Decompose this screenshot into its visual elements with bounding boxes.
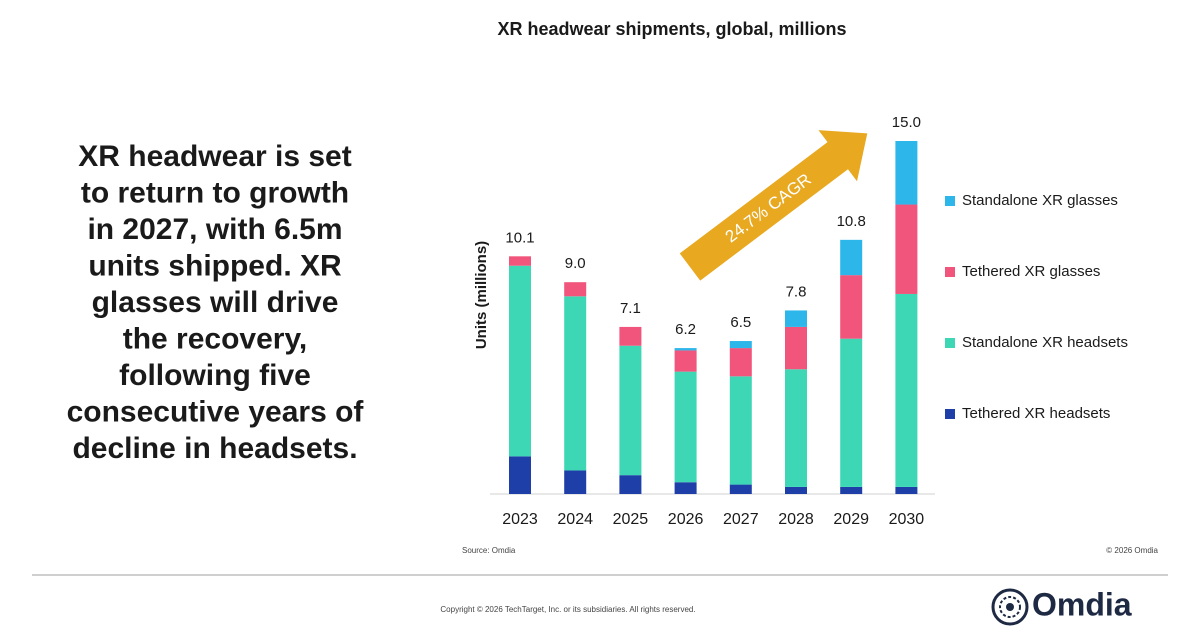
headline-line: the recovery, <box>123 322 308 355</box>
headline-line: to return to growth <box>81 176 349 209</box>
headline-line: in 2027, with 6.5m <box>87 213 342 246</box>
bar-segment <box>785 369 807 487</box>
headline-line: following five <box>119 359 311 392</box>
bar-segment <box>840 275 863 339</box>
total-label: 7.1 <box>620 300 641 317</box>
x-tick-label: 2030 <box>889 511 925 528</box>
total-label: 9.0 <box>565 255 586 272</box>
bar-segment <box>895 486 918 494</box>
bar-segment <box>564 296 587 471</box>
bar-segment <box>840 239 863 276</box>
bar-segment <box>895 293 918 487</box>
bar-segment <box>509 256 531 266</box>
total-label: 6.5 <box>730 314 751 331</box>
bar-segment <box>509 456 531 494</box>
x-tick-label: 2027 <box>723 511 759 528</box>
bar-segment <box>785 326 807 370</box>
copyright: Copyright © 2026 TechTarget, Inc. or its… <box>440 605 695 614</box>
headline-line: XR headwear is set <box>78 140 351 173</box>
x-tick-label: 2024 <box>557 511 593 528</box>
legend-swatch <box>945 196 955 206</box>
brand: Omdia <box>1032 586 1132 622</box>
headline-line: units shipped. XR <box>88 249 342 282</box>
legend-label: Standalone XR glasses <box>962 192 1118 209</box>
bar-segment <box>729 484 752 494</box>
legend-swatch <box>945 267 955 277</box>
total-label: 6.2 <box>675 321 696 338</box>
legend-label: Tethered XR glasses <box>962 263 1100 280</box>
x-tick-label: 2029 <box>833 511 869 528</box>
bar-segment <box>674 350 697 372</box>
bar-segment <box>564 470 587 494</box>
bar-segment <box>674 348 697 351</box>
bar-segment <box>619 475 642 494</box>
logo-icon <box>991 588 1029 626</box>
headline-line: consecutive years of <box>67 395 365 428</box>
bar-segment <box>619 326 642 346</box>
bar-segment <box>785 310 807 327</box>
bar-segment <box>895 204 918 294</box>
source: Source: Omdia <box>462 546 516 555</box>
x-tick-label: 2025 <box>613 511 649 528</box>
chart-title: XR headwear shipments, global, millions <box>497 19 846 39</box>
headline-line: decline in headsets. <box>72 432 357 465</box>
bar-segment <box>619 345 642 476</box>
bar-segment <box>840 338 863 487</box>
total-label: 10.8 <box>837 213 866 230</box>
x-tick-label: 2028 <box>778 511 814 528</box>
y-axis-label: Units (millions) <box>473 241 490 349</box>
bar-segment <box>785 486 807 494</box>
total-label: 15.0 <box>892 114 921 131</box>
arrow-shape <box>679 130 868 281</box>
copyright-note: © 2026 Omdia <box>1106 546 1158 555</box>
bar-segment <box>729 341 752 349</box>
total-label: 10.1 <box>505 229 534 246</box>
headline-line: glasses will drive <box>92 286 339 319</box>
bar-segment <box>729 348 752 377</box>
legend-label: Tethered XR headsets <box>962 405 1110 422</box>
x-tick-label: 2026 <box>668 511 704 528</box>
bar-segment <box>674 482 697 494</box>
bar-segment <box>509 265 531 457</box>
total-label: 7.8 <box>786 283 807 300</box>
bar-segment <box>895 141 918 205</box>
bar-segment <box>840 486 863 494</box>
bar-segment <box>674 371 697 483</box>
x-tick-label: 2023 <box>502 511 538 528</box>
legend-swatch <box>945 338 955 348</box>
legend-label: Standalone XR headsets <box>962 334 1128 351</box>
cagr-label: 24.7% CAGR <box>722 170 815 247</box>
bar-segment <box>729 376 752 485</box>
legend-swatch <box>945 409 955 419</box>
bar-segment <box>564 282 587 297</box>
